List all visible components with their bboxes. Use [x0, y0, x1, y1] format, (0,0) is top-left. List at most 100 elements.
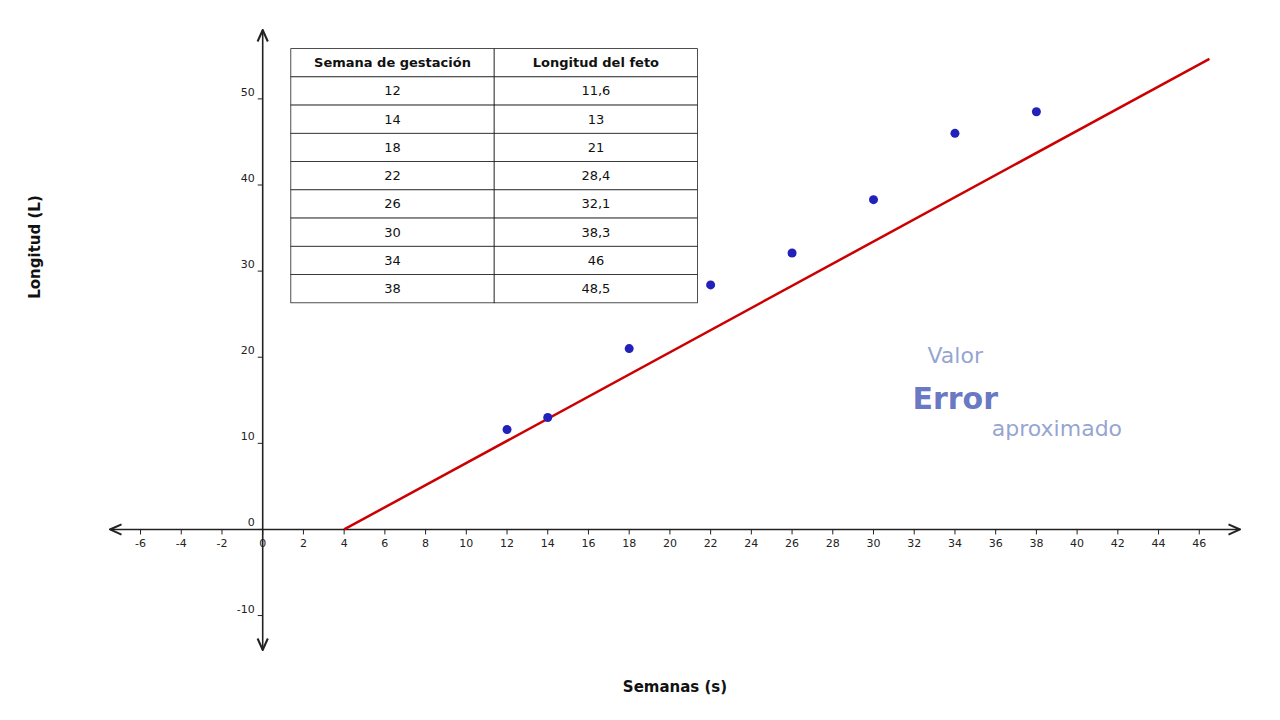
scatter-point — [543, 413, 552, 422]
table-cell — [291, 105, 494, 133]
table-cell — [291, 133, 494, 161]
table-cell — [291, 275, 494, 303]
x-tick — [792, 529, 793, 534]
table-cell-text: 30 — [384, 225, 401, 240]
x-tick — [1036, 529, 1037, 534]
x-tick-label: 40 — [1070, 537, 1084, 550]
x-tick — [181, 529, 182, 534]
y-tick — [258, 443, 263, 444]
table-cell-text: 28,4 — [581, 168, 610, 183]
y-tick-label: 20 — [241, 344, 255, 357]
table-cell — [494, 190, 697, 218]
x-tick — [995, 529, 996, 534]
x-tick-label: 36 — [989, 537, 1003, 550]
x-tick-label: 20 — [663, 537, 677, 550]
table-header-cell — [291, 49, 494, 77]
y-tick-label: 0 — [248, 516, 255, 529]
table-cell — [494, 105, 697, 133]
table-cell — [291, 246, 494, 274]
x-tick — [507, 529, 508, 534]
scatter-point — [869, 195, 878, 204]
table-cell-text: 38,3 — [581, 225, 610, 240]
x-tick — [914, 529, 915, 534]
scatter-point — [1032, 107, 1041, 116]
x-tick-label: 28 — [826, 537, 840, 550]
x-tick — [954, 529, 955, 534]
x-tick — [1158, 529, 1159, 534]
x-tick — [1117, 529, 1118, 534]
table-cell — [494, 218, 697, 246]
x-tick-label: 42 — [1111, 537, 1125, 550]
y-tick-label: 40 — [241, 172, 255, 185]
x-tick-label: 14 — [541, 537, 555, 550]
annotation: aproximado — [992, 416, 1122, 441]
table-cell-text: 13 — [588, 112, 605, 127]
table-cell — [494, 162, 697, 190]
x-tick-label: 6 — [381, 537, 388, 550]
x-tick-label: 2 — [300, 537, 307, 550]
table-cell — [494, 133, 697, 161]
x-tick-label: 22 — [704, 537, 718, 550]
y-tick — [258, 529, 263, 530]
x-tick-label: 38 — [1029, 537, 1043, 550]
annotation: Valor — [928, 343, 984, 368]
annotations: Valor Erroraproximado — [912, 343, 1122, 441]
table-header: Longitud del feto — [533, 55, 659, 70]
x-tick-label: 10 — [459, 537, 473, 550]
x-tick-label: 30 — [867, 537, 881, 550]
table-cell-text: 22 — [384, 168, 401, 183]
table-cell-text: 38 — [384, 281, 401, 296]
chart: -6-4-20246810121416182022242628303234363… — [0, 0, 1280, 720]
x-tick-label: -6 — [135, 537, 146, 550]
y-tick — [258, 98, 263, 99]
table-cell-text: 18 — [384, 140, 401, 155]
x-tick-label: -2 — [216, 537, 227, 550]
x-tick-label: 46 — [1192, 537, 1206, 550]
table-cell-text: 11,6 — [581, 83, 610, 98]
scatter-point — [503, 425, 512, 434]
table-cell — [291, 190, 494, 218]
table-cell — [494, 275, 697, 303]
x-tick-label: 4 — [341, 537, 348, 550]
x-axis-line — [110, 529, 1240, 531]
x-tick-label: 18 — [622, 537, 636, 550]
table-cell-text: 21 — [588, 140, 605, 155]
x-tick-label: 32 — [907, 537, 921, 550]
y-axis-line — [262, 30, 264, 650]
table-header: Semana de gestación — [314, 55, 471, 70]
x-tick-label: -4 — [176, 537, 187, 550]
table-cell-text: 46 — [588, 253, 605, 268]
x-tick — [262, 529, 263, 534]
annotation: Error — [912, 381, 998, 416]
table-cell-text: 32,1 — [581, 196, 610, 211]
table-cell-text: 26 — [384, 196, 401, 211]
y-tick-label: -10 — [237, 603, 255, 616]
scatter-point — [788, 249, 797, 258]
x-tick — [425, 529, 426, 534]
table-cell-text: 48,5 — [581, 281, 610, 296]
x-tick — [140, 529, 141, 534]
x-tick — [710, 529, 711, 534]
x-tick — [669, 529, 670, 534]
x-tick — [1077, 529, 1078, 534]
x-tick — [466, 529, 467, 534]
x-tick-label: 12 — [500, 537, 514, 550]
table-cell — [291, 218, 494, 246]
x-tick-label: 8 — [422, 537, 429, 550]
x-tick-label: 24 — [744, 537, 758, 550]
x-tick — [221, 529, 222, 534]
scatter-point — [950, 129, 959, 138]
x-tick — [344, 529, 345, 534]
x-tick-label: 44 — [1152, 537, 1166, 550]
x-tick — [873, 529, 874, 534]
x-tick — [303, 529, 304, 534]
y-tick — [258, 185, 263, 186]
table-cell — [494, 246, 697, 274]
x-tick — [751, 529, 752, 534]
table-cell — [494, 77, 697, 105]
table-header-cell — [494, 49, 697, 77]
x-tick — [588, 529, 589, 534]
table-cell — [291, 162, 494, 190]
table-cell-text: 14 — [384, 112, 401, 127]
data-table: Semana de gestaciónLongitud del feto1211… — [291, 49, 698, 303]
